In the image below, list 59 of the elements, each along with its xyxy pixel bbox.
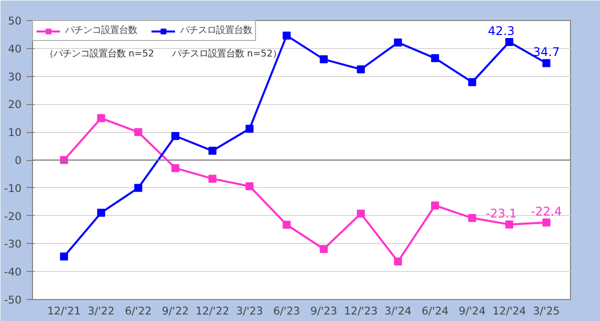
y-tick-label: -10 [4,182,22,195]
y-tick-label: -30 [4,238,22,251]
point [134,184,142,192]
x-tick-label: 3/'22 [88,304,115,318]
x-tick-label: 9/'24 [458,304,486,318]
point [134,128,142,136]
point [542,218,550,226]
point [246,124,254,133]
point [394,38,402,47]
legend-label: パチスロ設置台数 [180,24,252,37]
y-tick-label: 10 [8,126,22,140]
x-tick-label: 3/'24 [384,304,412,318]
point [468,78,476,86]
data-label: -23.1 [486,206,517,220]
x-tick-label: 12/'23 [344,304,378,318]
data-label: 42.3 [488,24,515,38]
y-tick-label: 40 [8,42,22,56]
x-tick-label: 12/'21 [47,304,81,318]
point [356,65,365,74]
annotation: （パチンコ設置台数 n=52 パチスロ設置台数 n=52） [44,48,282,60]
y-tick-label: -40 [4,266,22,279]
point [171,132,180,140]
point [97,208,106,217]
x-tick-label: 6/'24 [422,304,449,318]
point [320,55,328,64]
point [282,220,291,229]
point [394,258,402,266]
x-tick-label: 9/'22 [162,304,189,318]
point [431,201,440,210]
x-tick-label: 12/'24 [492,304,526,318]
point [208,174,216,183]
point [282,32,291,40]
y-tick-label: 30 [8,70,22,84]
x-tick-label: 6/'23 [273,304,300,318]
x-tick-label: 6/'22 [124,304,152,318]
x-tick-label: 3/'25 [532,304,560,318]
point [431,54,440,62]
x-tick-label: 12/'22 [196,304,230,318]
point [505,38,514,46]
legend-label: パチンコ設置台数 [65,24,137,37]
point [505,220,514,228]
point [97,114,106,122]
x-tick-label: 9/'23 [310,304,338,318]
x-tick-label: 3/'23 [236,304,263,318]
point [208,146,216,155]
point [320,245,328,253]
point [246,182,254,190]
data-label: 34.7 [533,45,560,60]
point [356,210,365,218]
point [542,59,550,68]
y-tick-label: 20 [8,98,22,112]
y-tick-label: -50 [4,294,22,306]
point [171,164,180,172]
data-label: -22.4 [530,204,562,218]
y-tick-label: 50 [8,14,22,28]
y-tick-label: -20 [4,210,22,223]
point [468,214,476,222]
y-tick-label: 0 [14,154,22,167]
point [60,252,68,261]
